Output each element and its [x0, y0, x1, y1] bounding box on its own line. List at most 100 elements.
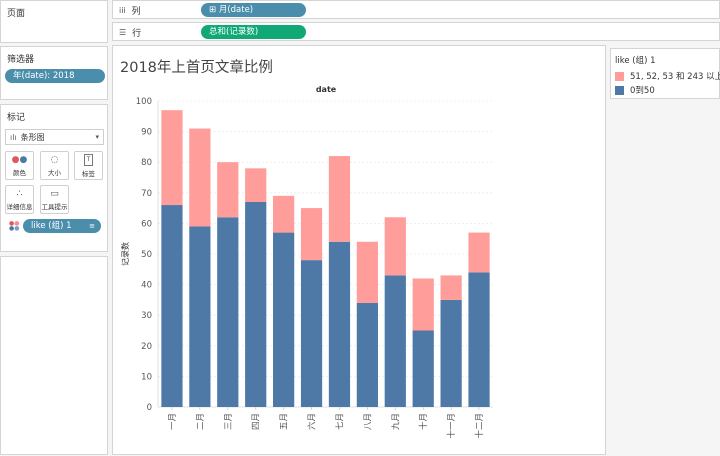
y-tick-label: 70: [141, 189, 152, 199]
pages-panel: 页面: [0, 0, 108, 43]
size-button[interactable]: ◌ 大小: [40, 151, 69, 180]
color-dots-icon: ●● ●●: [9, 220, 20, 232]
x-tick-label: 一月: [168, 413, 178, 430]
bar-high-8[interactable]: [356, 241, 378, 303]
x-tick-label: 十二月: [474, 413, 485, 439]
x-tick-label: 五月: [280, 413, 290, 430]
size-icon: ◌: [50, 154, 59, 165]
bar-low-9[interactable]: [384, 275, 406, 407]
bar-high-2[interactable]: [189, 128, 211, 227]
bar-low-6[interactable]: [300, 260, 323, 407]
bar-high-11[interactable]: [440, 275, 462, 300]
y-tick-label: 90: [141, 128, 152, 138]
x-tick-label: 二月: [196, 413, 206, 430]
legend-item-high[interactable]: 51, 52, 53 和 243 以上: [615, 70, 720, 82]
color-dots-icon: ●●: [11, 154, 28, 165]
filters-panel: 筛选器 年(date): 2018: [0, 46, 108, 100]
bar-high-12[interactable]: [468, 232, 490, 273]
detail-icon: ∴: [16, 188, 23, 199]
pages-title: 页面: [7, 9, 26, 19]
columns-label: 列: [131, 7, 141, 17]
legend-swatch-low: [615, 85, 624, 95]
x-tick-label: 八月: [363, 413, 373, 430]
legend-swatch-high: [615, 71, 624, 81]
size-button-label: 大小: [48, 168, 61, 177]
bar-high-3[interactable]: [217, 162, 239, 218]
filter-pill-year[interactable]: 年(date): 2018: [5, 69, 105, 83]
color-button[interactable]: ●● 颜色: [5, 151, 34, 180]
label-button[interactable]: T 标签: [74, 151, 103, 180]
bar-high-1[interactable]: [161, 110, 183, 206]
bar-high-10[interactable]: [412, 278, 434, 331]
bar-low-8[interactable]: [356, 302, 378, 407]
rows-shelf-label: ☰ 行: [119, 26, 141, 39]
bar-low-5[interactable]: [273, 232, 295, 407]
color-button-label: 颜色: [13, 168, 26, 177]
tooltip-button[interactable]: ▭ 工具提示: [40, 185, 69, 214]
y-tick-label: 20: [141, 342, 152, 352]
bar-low-3[interactable]: [217, 217, 239, 407]
y-tick-label: 30: [141, 311, 152, 321]
mark-type-label: 条形图: [20, 132, 45, 142]
y-tick-label: 0: [147, 403, 152, 413]
legend-label-high: 51, 52, 53 和 243 以上: [630, 72, 720, 82]
legend-label-low: 0到50: [630, 86, 655, 96]
bar-high-5[interactable]: [273, 195, 295, 233]
columns-shelf: iii 列 ⊞ 月(date): [112, 0, 720, 19]
bar-low-4[interactable]: [245, 201, 267, 407]
bar-chart-icon: ılı: [10, 132, 17, 142]
color-field-label: like (组) 1: [31, 221, 72, 231]
left-blank-panel: [0, 256, 108, 455]
y-tick-label: 80: [141, 158, 152, 168]
bar-low-12[interactable]: [468, 272, 490, 407]
column-header-date: date: [316, 85, 337, 94]
chart-title: 2018年上首页文章比例: [120, 60, 273, 76]
bar-high-4[interactable]: [245, 168, 267, 202]
y-tick-label: 10: [141, 372, 152, 382]
detail-button[interactable]: ∴ 详细信息: [5, 185, 34, 214]
y-tick-label: 40: [141, 281, 152, 291]
x-tick-label: 六月: [307, 413, 318, 430]
bar-low-2[interactable]: [189, 226, 211, 407]
x-tick-label: 十月: [418, 413, 429, 430]
rows-label: 行: [132, 29, 142, 39]
label-icon: T: [83, 153, 94, 166]
bar-high-6[interactable]: [300, 208, 323, 261]
tooltip-icon: ▭: [50, 188, 59, 199]
rows-icon: ☰: [119, 28, 127, 37]
marks-panel: 标记 ılı 条形图 ▾ ●● 颜色 ◌ 大小 T 标签 ∴ 详细信息 ▭ 工具…: [0, 104, 108, 252]
detail-button-label: 详细信息: [6, 202, 33, 211]
filters-title: 筛选器: [7, 55, 35, 65]
columns-shelf-label: iii 列: [119, 4, 141, 17]
x-tick-label: 七月: [335, 413, 345, 430]
x-tick-label: 九月: [391, 413, 401, 430]
sort-icon: ≡: [89, 222, 95, 230]
y-tick-label: 60: [141, 219, 152, 229]
legend-item-low[interactable]: 0到50: [615, 84, 655, 96]
x-tick-label: 十一月: [446, 413, 457, 439]
columns-pill-month[interactable]: ⊞ 月(date): [201, 3, 306, 17]
chart: date 记录数 0 10 20 30 40 50 60 70 80 90 100 一月 二月 三月 四月…: [120, 85, 493, 439]
legend-panel: like (组) 1 51, 52, 53 和 243 以上 0到50: [610, 48, 720, 99]
columns-icon: iii: [119, 6, 126, 15]
chevron-down-icon: ▾: [95, 133, 99, 141]
tooltip-button-label: 工具提示: [41, 202, 68, 211]
y-tick-label: 50: [141, 250, 152, 260]
bar-high-7[interactable]: [328, 156, 351, 242]
y-axis-title: 记录数: [120, 242, 130, 266]
color-field-pill[interactable]: like (组) 1 ≡: [23, 219, 101, 233]
label-button-label: 标签: [82, 169, 95, 178]
x-tick-label: 三月: [224, 413, 234, 430]
bar-low-10[interactable]: [412, 330, 434, 408]
bar-high-9[interactable]: [384, 217, 406, 276]
bar-low-1[interactable]: [161, 205, 183, 407]
rows-pill-count[interactable]: 总和(记录数): [201, 25, 306, 39]
legend-title: like (组) 1: [615, 56, 656, 66]
bar-low-7[interactable]: [328, 241, 351, 407]
marks-title: 标记: [7, 113, 26, 123]
mark-type-dropdown[interactable]: ılı 条形图 ▾: [5, 129, 104, 145]
rows-shelf: ☰ 行 总和(记录数): [112, 22, 720, 41]
bar-low-11[interactable]: [440, 299, 462, 407]
x-tick-label: 四月: [252, 413, 262, 430]
y-tick-label: 100: [136, 97, 152, 107]
